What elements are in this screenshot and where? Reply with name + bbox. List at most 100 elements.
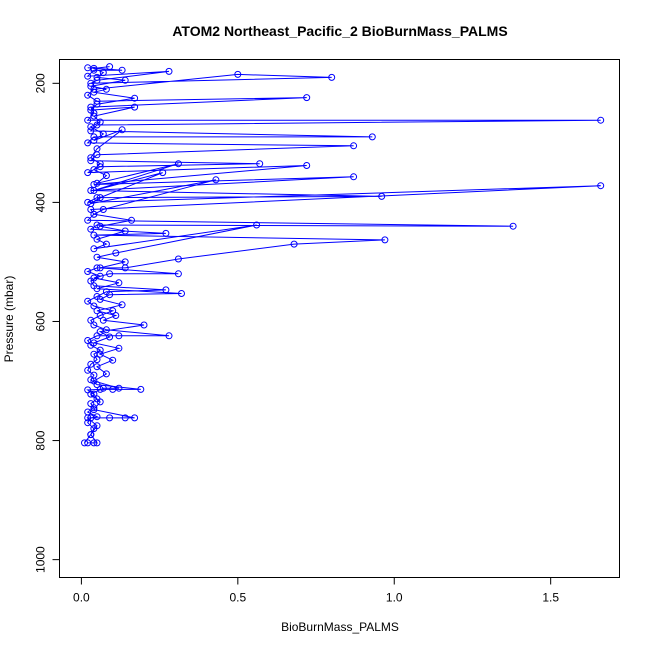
data-point: [93, 235, 101, 243]
x-tick-label: 1.5: [542, 591, 559, 605]
data-point: [84, 169, 92, 177]
data-point: [109, 307, 117, 315]
y-axis-label: Pressure (mbar): [2, 276, 16, 363]
data-point: [90, 406, 98, 414]
data-point: [90, 137, 98, 144]
data-point: [106, 63, 114, 71]
x-axis-label: BioBurnMass_PALMS: [281, 620, 399, 634]
data-point: [96, 398, 104, 406]
data-point: [128, 216, 135, 224]
data-point: [121, 414, 129, 422]
y-tick-label: 1000: [34, 546, 48, 573]
data-point: [90, 321, 98, 329]
data-point: [159, 169, 167, 177]
data-point: [378, 192, 386, 200]
data-point: [93, 221, 101, 229]
data-point: [84, 419, 92, 427]
data-point: [121, 227, 129, 235]
data-point: [87, 390, 95, 398]
data-point: [84, 91, 92, 99]
data-point: [597, 116, 605, 124]
data-point: [112, 312, 120, 319]
y-tick-label: 400: [34, 192, 48, 212]
data-point: [102, 85, 110, 93]
data-point: [212, 176, 220, 184]
data-point: [96, 194, 104, 202]
data-point: [121, 76, 129, 84]
y-axis: 200 400 600 800 1000: [34, 73, 60, 573]
data-point: [303, 94, 311, 102]
data-point: [174, 270, 182, 278]
data-point: [96, 346, 104, 354]
data-point: [96, 350, 104, 358]
data-point: [90, 112, 98, 120]
data-point: [118, 126, 126, 134]
data-point: [256, 160, 264, 168]
data-point: [106, 291, 114, 299]
data-point: [87, 225, 95, 233]
data-point: [90, 187, 98, 194]
data-point: [115, 384, 123, 392]
x-axis: 0.0 0.5 1.0 1.5: [73, 577, 559, 605]
data-point: [165, 67, 173, 75]
data-point: [381, 236, 389, 244]
data-point: [234, 70, 242, 78]
data-point: [93, 363, 101, 371]
data-point: [90, 302, 98, 310]
data-point: [87, 187, 95, 194]
data-point: [87, 154, 95, 162]
data-point: [81, 439, 88, 447]
data-point: [115, 332, 123, 340]
data-point: [131, 414, 139, 422]
data-point: [90, 166, 98, 174]
data-point: [162, 229, 170, 237]
data-point: [597, 182, 605, 190]
data-point: [290, 240, 298, 248]
y-tick-label: 200: [34, 73, 48, 93]
data-point: [509, 222, 517, 230]
data-point: [84, 198, 92, 206]
plot-marks: [81, 63, 605, 447]
data-point: [93, 285, 101, 293]
plot-area: [81, 63, 605, 447]
data-point: [96, 328, 104, 336]
data-point: [93, 145, 101, 153]
x-tick-label: 0.5: [229, 591, 246, 605]
data-point: [84, 337, 92, 344]
data-point: [106, 270, 114, 278]
data-point: [93, 253, 101, 261]
data-point: [109, 356, 117, 364]
data-point: [112, 249, 120, 257]
data-point: [328, 73, 336, 81]
data-point: [131, 103, 139, 111]
data-point: [93, 73, 101, 81]
data-point: [96, 295, 104, 303]
data-point: [174, 160, 182, 168]
data-point: [84, 414, 92, 422]
data-point: [90, 339, 98, 347]
data-point: [131, 94, 139, 102]
data-point: [90, 210, 98, 218]
data-point: [87, 123, 95, 131]
data-point: [350, 142, 358, 150]
data-point: [96, 160, 104, 168]
data-point: [87, 431, 95, 439]
data-point: [93, 307, 101, 315]
data-point: [84, 366, 92, 374]
data-point: [87, 376, 95, 384]
data-point: [90, 88, 98, 96]
data-point: [118, 66, 126, 74]
plot-frame: [59, 59, 620, 578]
data-point: [84, 216, 92, 224]
data-point: [174, 255, 182, 263]
data-point: [350, 173, 358, 181]
data-point: [87, 82, 95, 90]
data-point: [115, 344, 123, 352]
data-point: [115, 279, 123, 287]
data-point: [90, 64, 98, 72]
series-line: [86, 67, 601, 444]
data-point: [303, 162, 311, 169]
data-point: [118, 301, 126, 309]
data-point: [102, 172, 110, 180]
